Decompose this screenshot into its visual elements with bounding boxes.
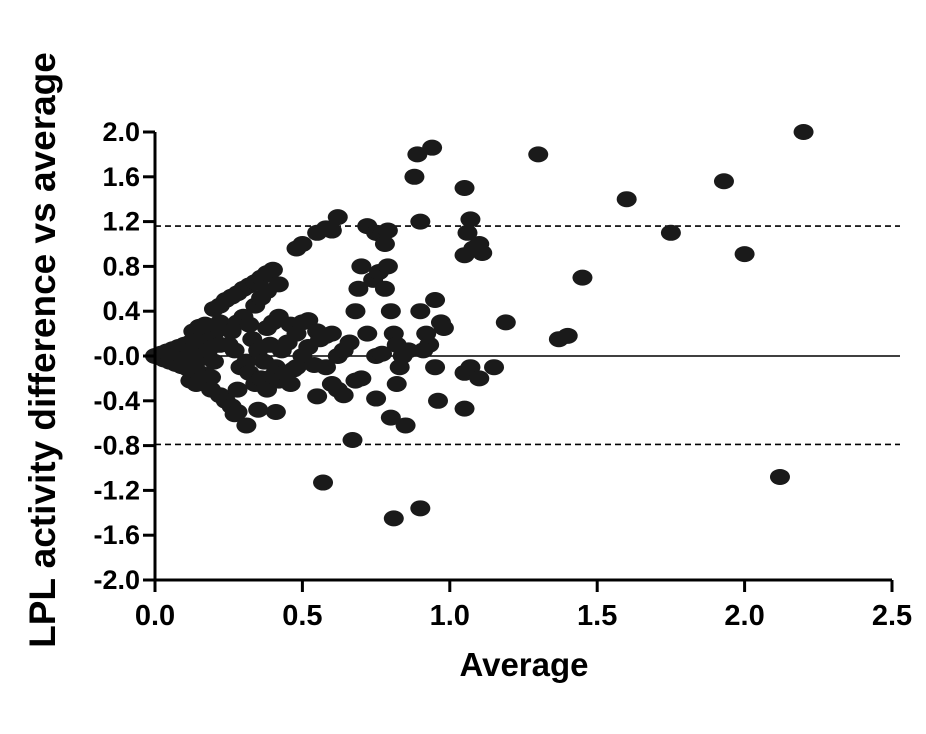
y-tick-label: 1.6	[102, 162, 140, 192]
data-point	[366, 390, 387, 407]
y-tick-label: -2.0	[93, 565, 140, 595]
data-point	[265, 404, 286, 420]
data-point	[374, 236, 395, 252]
data-point	[377, 258, 398, 275]
data-point	[425, 292, 446, 308]
data-point	[404, 168, 425, 185]
data-point	[422, 139, 443, 156]
data-point	[410, 500, 431, 517]
data-point	[793, 124, 814, 140]
data-point	[321, 325, 342, 342]
data-point	[224, 406, 245, 423]
data-point	[457, 224, 478, 241]
data-point	[339, 334, 360, 351]
data-point	[572, 269, 593, 286]
data-point	[616, 191, 637, 208]
data-point	[454, 180, 475, 196]
data-point	[386, 376, 407, 392]
data-point	[315, 359, 336, 376]
data-point	[407, 146, 428, 163]
data-point	[410, 303, 431, 320]
data-point	[557, 327, 578, 344]
x-tick-label: 2.0	[724, 600, 764, 632]
data-point	[227, 381, 248, 398]
data-point	[321, 222, 342, 239]
y-axis-label: LPL activity difference vs average	[22, 52, 63, 648]
data-point	[380, 409, 401, 426]
y-tick-label: -1.6	[93, 520, 140, 550]
data-point	[374, 280, 395, 297]
data-point	[342, 432, 363, 448]
data-point	[383, 510, 404, 527]
data-point	[371, 345, 392, 362]
data-point	[528, 146, 549, 163]
data-point	[286, 359, 307, 376]
data-point	[413, 342, 434, 359]
x-tick-label: 0.0	[135, 600, 175, 632]
y-tick-label: -1.2	[93, 475, 140, 505]
x-tick-label: 2.5	[872, 600, 912, 632]
x-axis-label: Average	[459, 646, 588, 683]
data-point	[454, 400, 475, 417]
data-point	[428, 392, 449, 409]
x-tick-label: 1.0	[430, 600, 470, 632]
x-tick-label: 0.5	[282, 600, 322, 632]
data-point	[351, 370, 372, 387]
data-point	[484, 359, 505, 376]
data-point	[398, 342, 419, 359]
data-point	[377, 222, 398, 239]
data-point	[357, 325, 378, 342]
data-point	[239, 316, 260, 333]
data-point	[395, 417, 416, 434]
data-point	[280, 376, 301, 392]
y-tick-label: 0.4	[102, 296, 140, 326]
data-point	[201, 369, 222, 386]
data-point	[268, 276, 289, 293]
data-points	[145, 124, 814, 527]
data-point	[460, 211, 481, 228]
y-tick-label: -0.8	[93, 431, 140, 461]
data-point	[351, 258, 372, 275]
data-point	[313, 474, 334, 491]
data-point	[410, 213, 431, 230]
data-point	[425, 359, 446, 376]
y-tick-label: 0.8	[102, 251, 140, 281]
data-point	[769, 468, 790, 485]
data-point	[345, 303, 366, 320]
data-point	[713, 173, 734, 190]
data-point	[660, 224, 681, 241]
data-point	[333, 387, 354, 404]
y-tick-label: 2.0	[102, 117, 140, 147]
x-tick-labels: 0.0 0.5 1.0 1.5 2.0 2.5	[135, 600, 912, 632]
data-point	[327, 209, 348, 226]
data-point	[380, 303, 401, 320]
data-point	[203, 353, 224, 370]
y-tick-label: 1.2	[102, 207, 140, 237]
data-point	[262, 261, 283, 278]
axes	[143, 130, 894, 592]
data-point	[472, 244, 493, 261]
y-tick-label: -0.4	[93, 386, 140, 416]
data-point	[224, 342, 245, 359]
data-point	[292, 236, 313, 252]
y-tick-labels: 2.0 1.6 1.2 0.8 0.4 -0.0 -0.4 -0.8 -1.2 -1.6 -2.0	[93, 117, 140, 595]
y-tick-label: -0.0	[93, 341, 140, 371]
data-point	[433, 320, 454, 336]
data-point	[307, 388, 328, 405]
data-point	[495, 314, 516, 331]
data-point	[248, 401, 269, 418]
data-point	[348, 280, 369, 297]
data-point	[734, 246, 755, 263]
x-tick-label: 1.5	[577, 600, 617, 632]
data-point	[469, 370, 490, 387]
data-point	[236, 417, 257, 434]
